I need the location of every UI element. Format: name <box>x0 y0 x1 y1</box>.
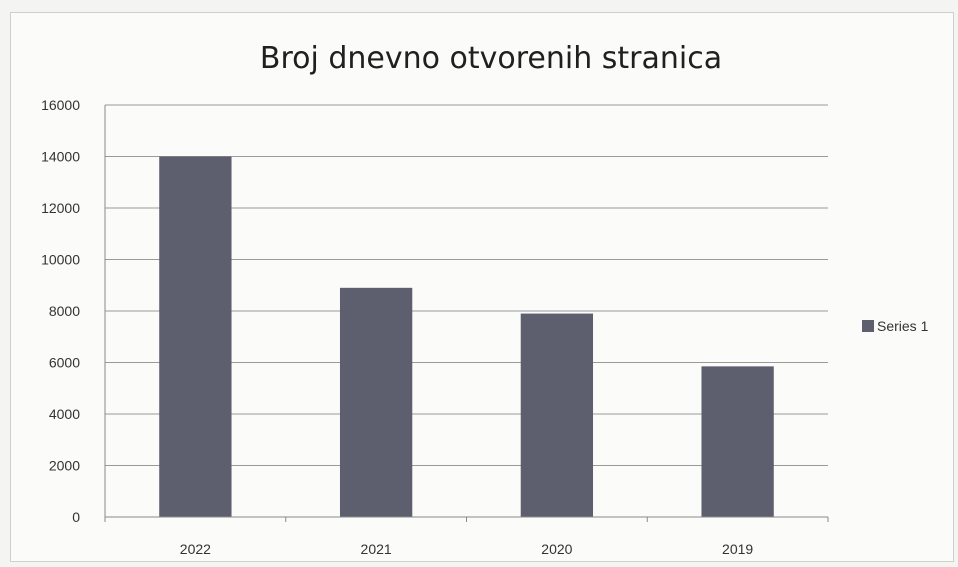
legend-label: Series 1 <box>877 318 929 334</box>
y-tick-label: 10000 <box>41 252 80 268</box>
bar-2019 <box>701 366 774 517</box>
chart-title: Broj dnevno otvorenih stranica <box>260 41 722 76</box>
bars <box>159 156 774 517</box>
axes: 0 2000 4000 6000 8000 10000 12000 14000 16000 202… <box>41 97 829 557</box>
bar-2020 <box>520 313 594 517</box>
y-tick-label: 2000 <box>49 458 80 474</box>
y-tick-label: 4000 <box>49 406 80 422</box>
x-tick-label: 2022 <box>180 541 211 557</box>
legend-swatch <box>862 320 874 332</box>
y-tick-label: 6000 <box>49 355 80 371</box>
legend: Series 1 <box>862 318 929 334</box>
bar-2021 <box>339 287 413 517</box>
y-tick-label: 12000 <box>41 200 80 216</box>
y-tick-label: 16000 <box>41 97 80 113</box>
x-tick-label: 2020 <box>541 541 572 557</box>
bar-2022 <box>159 156 232 517</box>
x-tick-label: 2021 <box>361 541 392 557</box>
y-tick-label: 0 <box>72 509 80 525</box>
y-tick-label: 8000 <box>49 303 80 319</box>
y-tick-label: 14000 <box>41 149 80 165</box>
x-tick-label: 2019 <box>722 541 753 557</box>
